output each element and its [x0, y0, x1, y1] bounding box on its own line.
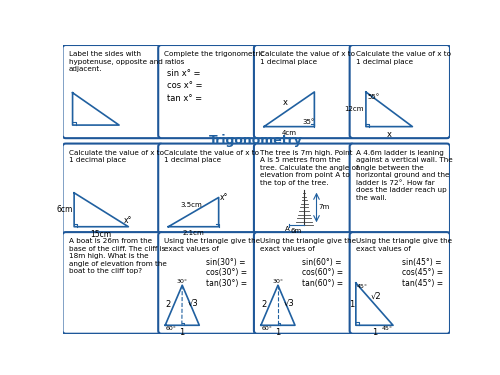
Text: cos(60°) =: cos(60°) = — [302, 268, 344, 277]
Text: A: A — [284, 226, 290, 232]
FancyBboxPatch shape — [350, 144, 450, 237]
Text: 7m: 7m — [318, 204, 330, 210]
Text: tan(30°) =: tan(30°) = — [206, 279, 248, 288]
Text: tan(60°) =: tan(60°) = — [302, 279, 344, 288]
Text: Using the triangle give the
exact values of: Using the triangle give the exact values… — [164, 238, 260, 252]
FancyBboxPatch shape — [62, 232, 163, 334]
Text: Calculate the value of x to
1 decimal place: Calculate the value of x to 1 decimal pl… — [260, 51, 355, 64]
Text: Calculate the value of x to
1 decimal place: Calculate the value of x to 1 decimal pl… — [68, 150, 164, 163]
Text: Trigonometry: Trigonometry — [210, 134, 303, 147]
Text: tan(45°) =: tan(45°) = — [402, 279, 443, 288]
Text: x°: x° — [220, 193, 228, 202]
Text: x: x — [283, 98, 288, 107]
Text: 30°: 30° — [272, 279, 283, 285]
FancyBboxPatch shape — [254, 232, 354, 334]
Text: 30°: 30° — [176, 279, 188, 285]
Text: sin(45°) =: sin(45°) = — [402, 258, 441, 267]
Text: 60°: 60° — [166, 326, 177, 331]
Text: cos(30°) =: cos(30°) = — [206, 268, 248, 277]
Text: Label the sides with
hypotenuse, opposite and
adjacent.: Label the sides with hypotenuse, opposit… — [68, 51, 162, 72]
Text: 60°: 60° — [262, 326, 272, 331]
FancyBboxPatch shape — [158, 144, 258, 237]
Text: 1: 1 — [276, 328, 280, 337]
Text: √2: √2 — [370, 292, 382, 301]
FancyBboxPatch shape — [350, 232, 450, 334]
Text: 1: 1 — [372, 328, 377, 337]
Text: x: x — [386, 130, 392, 139]
Text: 12cm: 12cm — [344, 106, 364, 112]
Text: The tree is 7m high. Point
A is 5 metres from the
tree. Calculate the angle of
e: The tree is 7m high. Point A is 5 metres… — [260, 150, 358, 186]
FancyBboxPatch shape — [62, 45, 163, 138]
Text: cos(45°) =: cos(45°) = — [402, 268, 443, 277]
Text: Calculate the value of x to
1 decimal place: Calculate the value of x to 1 decimal pl… — [356, 51, 451, 64]
Text: sin x° =: sin x° = — [166, 69, 200, 78]
FancyBboxPatch shape — [62, 144, 163, 237]
Text: 1: 1 — [349, 300, 354, 309]
FancyBboxPatch shape — [350, 45, 450, 138]
Text: √3: √3 — [188, 299, 199, 308]
Text: x°: x° — [124, 216, 132, 225]
FancyBboxPatch shape — [254, 45, 354, 138]
Text: Calculate the value of x to
1 decimal place: Calculate the value of x to 1 decimal pl… — [164, 150, 260, 163]
FancyBboxPatch shape — [158, 232, 258, 334]
Text: 45°: 45° — [382, 326, 392, 331]
Text: 2.1cm: 2.1cm — [182, 230, 204, 236]
Text: Using the triangle give the
exact values of: Using the triangle give the exact values… — [260, 238, 356, 252]
Text: 6cm: 6cm — [56, 205, 72, 214]
FancyBboxPatch shape — [158, 45, 258, 138]
Text: A boat is 26m from the
base of the cliff. The cliff is
18m high. What is the
ang: A boat is 26m from the base of the cliff… — [68, 238, 166, 274]
Text: 2: 2 — [166, 300, 170, 309]
Text: A 4.6m ladder is leaning
against a vertical wall. The
angle between the
horizont: A 4.6m ladder is leaning against a verti… — [356, 150, 452, 201]
Text: 55°: 55° — [368, 93, 380, 99]
Text: 2: 2 — [262, 300, 266, 309]
Text: Complete the trigonometric
ratios: Complete the trigonometric ratios — [164, 51, 265, 64]
Text: Using the triangle give the
exact values of: Using the triangle give the exact values… — [356, 238, 452, 252]
Text: 4cm: 4cm — [282, 130, 296, 136]
Text: sin(30°) =: sin(30°) = — [206, 258, 246, 267]
Text: 15cm: 15cm — [90, 230, 112, 239]
Text: 35°: 35° — [303, 119, 315, 125]
Text: 45°: 45° — [356, 284, 368, 289]
Text: sin(60°) =: sin(60°) = — [302, 258, 342, 267]
Text: tan x° =: tan x° = — [166, 93, 202, 102]
Text: cos x° =: cos x° = — [166, 81, 202, 90]
Text: 6m: 6m — [290, 228, 302, 234]
FancyBboxPatch shape — [254, 144, 354, 237]
Text: 3.5cm: 3.5cm — [180, 202, 202, 208]
Text: √3: √3 — [284, 299, 295, 308]
Text: 1: 1 — [179, 328, 184, 337]
